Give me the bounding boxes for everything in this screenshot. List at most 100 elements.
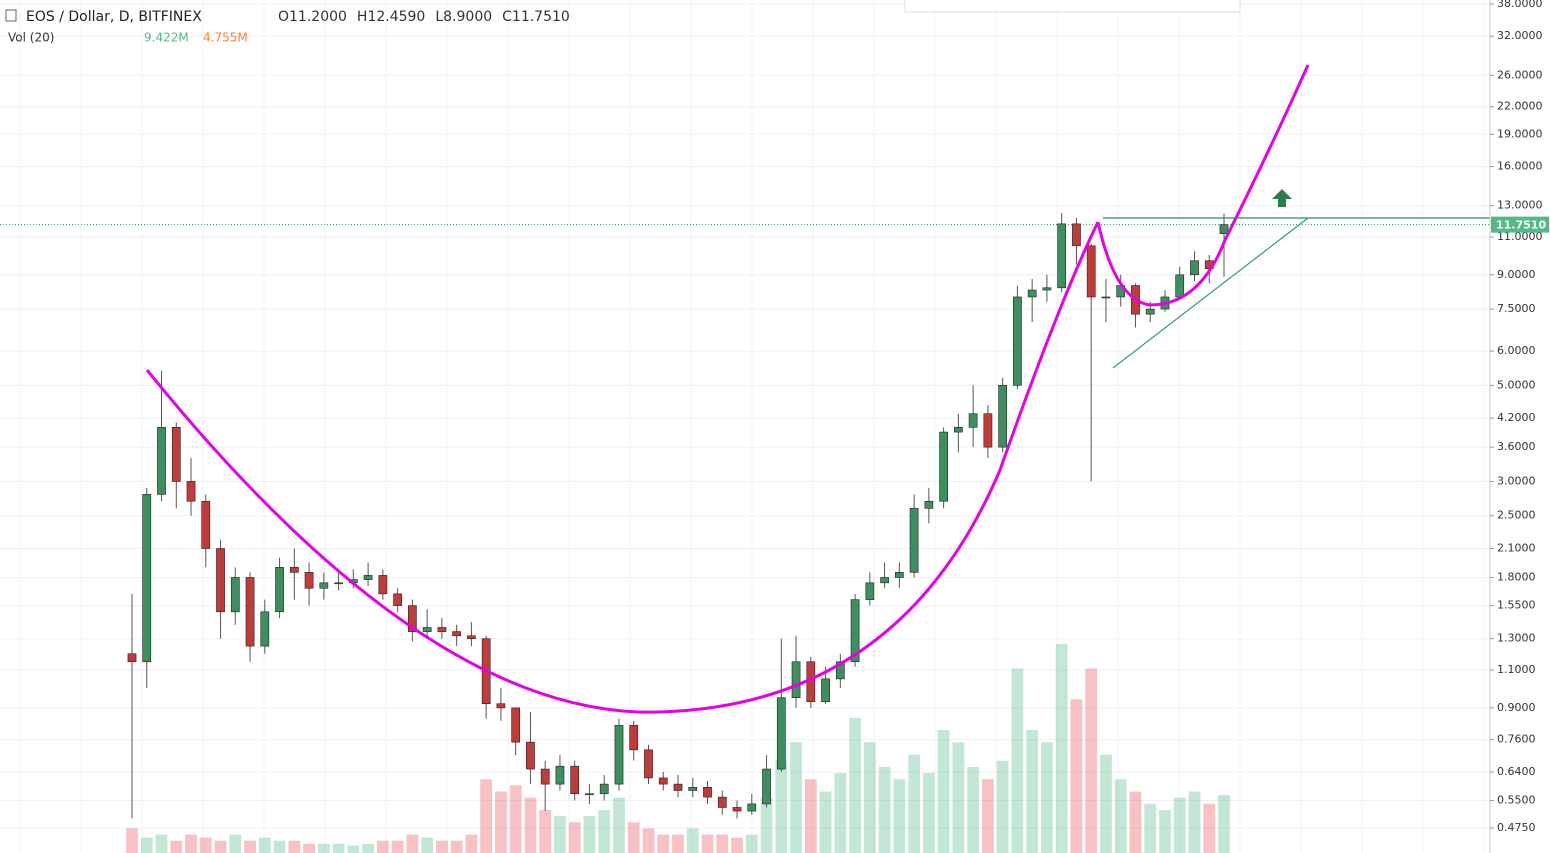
- y-tick-label: 0.7600: [1497, 733, 1536, 746]
- candle-body: [1072, 223, 1081, 247]
- candle-body: [954, 427, 963, 433]
- candle-body: [408, 605, 417, 632]
- volume-bar: [1041, 742, 1053, 853]
- volume-bar: [745, 834, 758, 853]
- volume-bar: [583, 816, 596, 853]
- candle-body: [1101, 296, 1111, 299]
- candle-body: [1042, 287, 1052, 291]
- volume-bar: [421, 837, 434, 853]
- candle-body: [614, 725, 624, 785]
- candle-body: [1219, 224, 1229, 234]
- volume-bar: [937, 730, 950, 853]
- volume-bar: [362, 843, 375, 853]
- candle-body: [540, 768, 550, 785]
- candle-body: [186, 481, 196, 502]
- volume-bar: [642, 828, 655, 853]
- y-tick-label: 38.0000: [1497, 0, 1543, 10]
- y-tick-label: 3.6000: [1497, 440, 1536, 453]
- toolbar-widget[interactable]: [904, 0, 1241, 13]
- volume-bar: [1144, 803, 1157, 853]
- candle-body: [821, 678, 830, 702]
- y-tick-label: 13.0000: [1497, 199, 1543, 212]
- candle-body: [835, 661, 845, 680]
- candle-body: [1175, 274, 1185, 298]
- volume-bar: [1100, 754, 1112, 853]
- grid: [0, 0, 1490, 853]
- volume-bar: [1085, 668, 1098, 853]
- candle-body: [260, 611, 270, 647]
- volume-bar: [317, 843, 330, 853]
- candle-body: [216, 548, 225, 613]
- trend-line: [1112, 217, 1309, 369]
- candle-body: [1027, 289, 1037, 298]
- candle-body: [791, 661, 801, 698]
- collapse-icon[interactable]: [5, 9, 17, 22]
- candle-body: [467, 635, 476, 640]
- candle-body: [1057, 223, 1067, 289]
- y-tick-label: 19.0000: [1497, 127, 1543, 140]
- volume-bar: [258, 837, 271, 853]
- volume-bar: [834, 773, 847, 853]
- candle-body: [570, 765, 580, 795]
- candle-body: [422, 627, 432, 632]
- volume-bar: [1159, 809, 1171, 853]
- candle-body: [157, 427, 166, 495]
- candle-body: [894, 572, 904, 578]
- ohlc-value: L8.9000: [435, 9, 492, 25]
- y-tick-label: 0.4750: [1497, 821, 1536, 834]
- ohlc-value: H12.4590: [357, 9, 425, 25]
- candle-body: [304, 572, 314, 589]
- candle-body: [644, 749, 653, 779]
- y-tick-label: 3.0000: [1497, 474, 1536, 487]
- candle-body: [275, 567, 284, 613]
- symbol-title: EOS / Dollar, D, BITFINEX: [26, 9, 202, 25]
- candle-body: [245, 577, 255, 647]
- candles: [127, 213, 1229, 819]
- y-tick-label: 6.0000: [1497, 344, 1536, 357]
- price-axis-labels: 38.0000 32.0000 26.0000 22.0000 19.0000 16.00…: [1490, 0, 1549, 834]
- volume-bar: [967, 766, 980, 853]
- candle-body: [762, 768, 771, 805]
- volume-bar: [849, 717, 861, 853]
- y-tick-label: 26.0000: [1497, 68, 1543, 81]
- volume-bar: [435, 840, 448, 853]
- volume-bar: [391, 840, 404, 853]
- volume-bar: [981, 779, 994, 853]
- volume-bar: [908, 754, 921, 853]
- y-tick-label: 0.6400: [1497, 765, 1536, 778]
- volume-bar: [140, 837, 153, 853]
- volume-bar: [450, 840, 463, 853]
- volume-bar: [1070, 699, 1083, 853]
- volume-bar: [952, 742, 965, 853]
- y-tick-label: 9.0000: [1497, 268, 1536, 281]
- y-tick-label: 5.0000: [1497, 378, 1536, 391]
- candle-body: [998, 385, 1008, 448]
- candle-body: [201, 500, 211, 549]
- volume-bar: [627, 822, 640, 853]
- candle-body: [1086, 245, 1096, 298]
- candle-body: [585, 793, 594, 796]
- candle-body: [1145, 308, 1155, 315]
- candle-body: [909, 508, 919, 573]
- candle-body: [880, 577, 889, 584]
- volume-bar: [1011, 668, 1024, 853]
- y-tick-label: 1.1000: [1497, 663, 1536, 676]
- volume-bar: [332, 843, 345, 853]
- volume-bar: [244, 840, 256, 853]
- candle-body: [732, 807, 742, 812]
- volume-bar: [657, 834, 670, 853]
- volume-bar: [214, 840, 227, 853]
- volume-ma-value: 4.755M: [203, 31, 248, 45]
- volume-bar: [819, 791, 832, 853]
- candle-body: [496, 703, 506, 709]
- y-tick-label: 4.2000: [1497, 411, 1536, 424]
- volume-bar: [804, 779, 817, 853]
- candle-body: [437, 627, 447, 632]
- volume-bar: [406, 834, 419, 853]
- ohlc-value: O11.2000: [278, 9, 347, 25]
- candle-body: [850, 599, 860, 663]
- last-price-label: 11.7510: [1496, 219, 1546, 232]
- y-tick-label: 1.5500: [1497, 599, 1536, 612]
- candle-body: [526, 741, 535, 770]
- candle-body: [363, 575, 373, 580]
